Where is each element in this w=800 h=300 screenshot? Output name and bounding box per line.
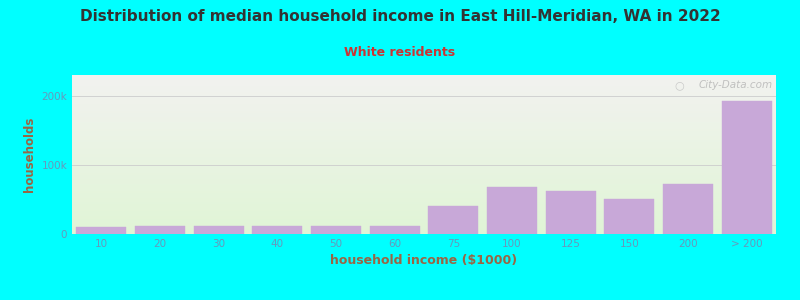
Bar <box>722 100 771 234</box>
Bar <box>605 200 654 234</box>
Y-axis label: households: households <box>23 117 36 192</box>
Bar <box>663 184 713 234</box>
Text: White residents: White residents <box>345 46 455 59</box>
Bar <box>77 227 126 234</box>
Bar <box>194 226 243 234</box>
Text: Distribution of median household income in East Hill-Meridian, WA in 2022: Distribution of median household income … <box>80 9 720 24</box>
Bar <box>370 226 419 234</box>
Bar <box>135 226 185 234</box>
Bar <box>429 206 478 234</box>
X-axis label: household income ($1000): household income ($1000) <box>330 254 518 267</box>
Bar <box>487 187 537 234</box>
Text: City-Data.com: City-Data.com <box>698 80 773 90</box>
Bar <box>311 226 361 234</box>
Text: ○: ○ <box>674 80 684 90</box>
Bar <box>546 191 595 234</box>
Bar <box>253 226 302 234</box>
